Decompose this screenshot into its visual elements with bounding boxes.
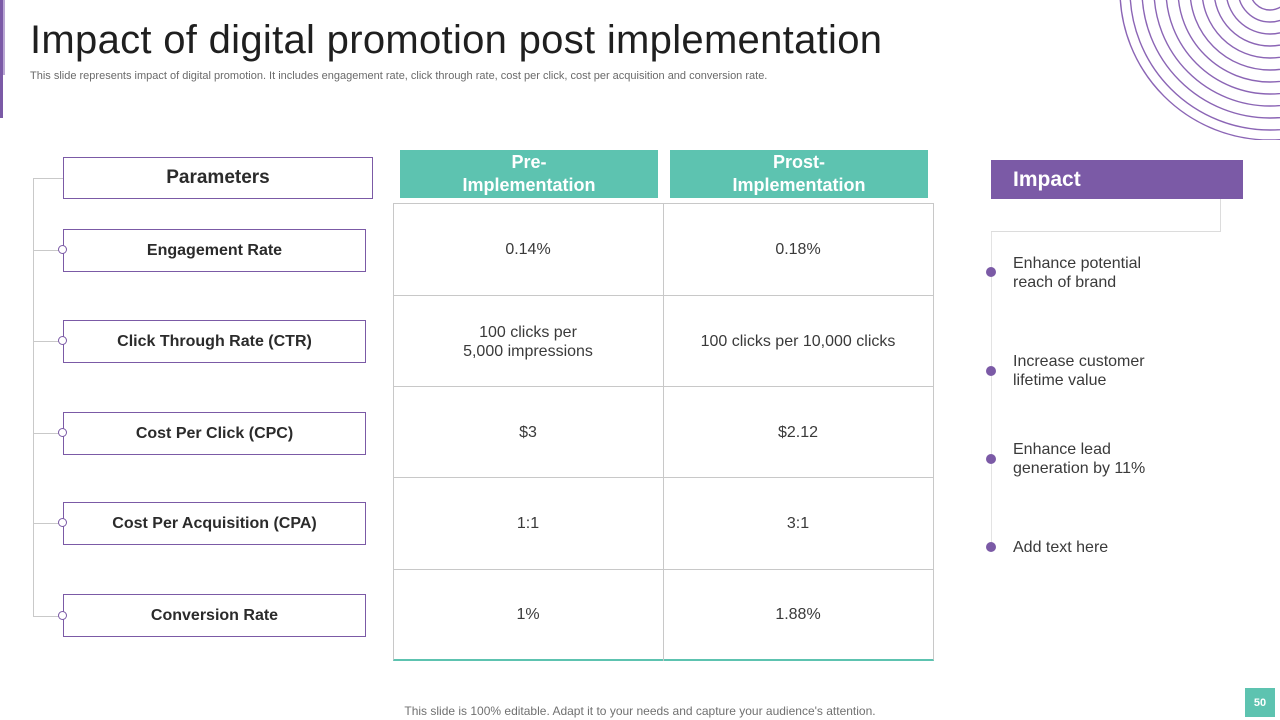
table-row-divider [393, 569, 934, 570]
parameter-click-through-rate: Click Through Rate (CTR) [63, 320, 366, 363]
table-cell-pre: 100 clicks per 5,000 impressions [463, 323, 593, 360]
bullet-dot [986, 454, 996, 464]
slide-footer-note: This slide is 100% editable. Adapt it to… [404, 704, 876, 718]
connector-dot [58, 518, 67, 527]
table-cell-post: 1.88% [775, 606, 821, 624]
impact-item: Add text here [1013, 539, 1109, 556]
table-row-divider [393, 295, 934, 296]
bullet-dot [986, 267, 996, 277]
left-accent-bar [0, 0, 3, 118]
bullet-dot [986, 542, 996, 552]
parameters-connector-tick [33, 178, 63, 179]
impact-header: Impact [991, 160, 1243, 199]
bullet-dot [986, 366, 996, 376]
parameter-engagement-rate: Engagement Rate [63, 229, 366, 272]
table-cell-post: $2.12 [777, 424, 819, 442]
table-row-divider [393, 477, 934, 478]
connector-dot [58, 336, 67, 345]
parameters-connector-line [33, 178, 34, 616]
parameters-connector-tick [33, 341, 63, 342]
connector-dot [58, 428, 67, 437]
left-accent-bar-light [3, 0, 5, 75]
impact-item: Enhance potential reach of brand [1013, 255, 1142, 291]
table-column-divider [663, 203, 664, 661]
parameters-connector-tick [33, 250, 63, 251]
parameter-cost-per-click: Cost Per Click (CPC) [63, 412, 366, 455]
slide-title: Impact of digital promotion post impleme… [30, 18, 883, 62]
parameters-connector-tick [33, 523, 63, 524]
table-cell-post: 3:1 [786, 515, 810, 533]
impact-item: Increase customer lifetime value [1013, 353, 1145, 389]
connector-dot [58, 245, 67, 254]
concentric-rings-decoration [1119, 0, 1280, 140]
impact-connector-line [991, 232, 992, 547]
pre-implementation-header: Pre- Implementation [400, 150, 658, 198]
page-number-badge: 50 [1245, 688, 1275, 717]
parameters-header: Parameters [63, 157, 373, 199]
parameter-cost-per-acquisition: Cost Per Acquisition (CPA) [63, 502, 366, 545]
parameters-connector-tick [33, 616, 63, 617]
impact-header-frame [991, 199, 1221, 232]
table-cell-post: 100 clicks per 10,000 clicks [700, 333, 896, 351]
connector-dot [58, 611, 67, 620]
parameters-connector-tick [33, 433, 63, 434]
table-cell-pre: $3 [519, 424, 537, 442]
impact-item: Enhance lead generation by 11% [1013, 441, 1146, 477]
parameter-conversion-rate: Conversion Rate [63, 594, 366, 637]
table-cell-pre: 0.14% [505, 241, 551, 259]
table-row-divider [393, 386, 934, 387]
table-cell-post: 0.18% [775, 241, 821, 259]
table-cell-pre: 1:1 [516, 515, 540, 533]
post-implementation-header: Prost- Implementation [670, 150, 928, 198]
slide-subtitle: This slide represents impact of digital … [30, 70, 768, 82]
table-cell-pre: 1% [516, 606, 540, 624]
